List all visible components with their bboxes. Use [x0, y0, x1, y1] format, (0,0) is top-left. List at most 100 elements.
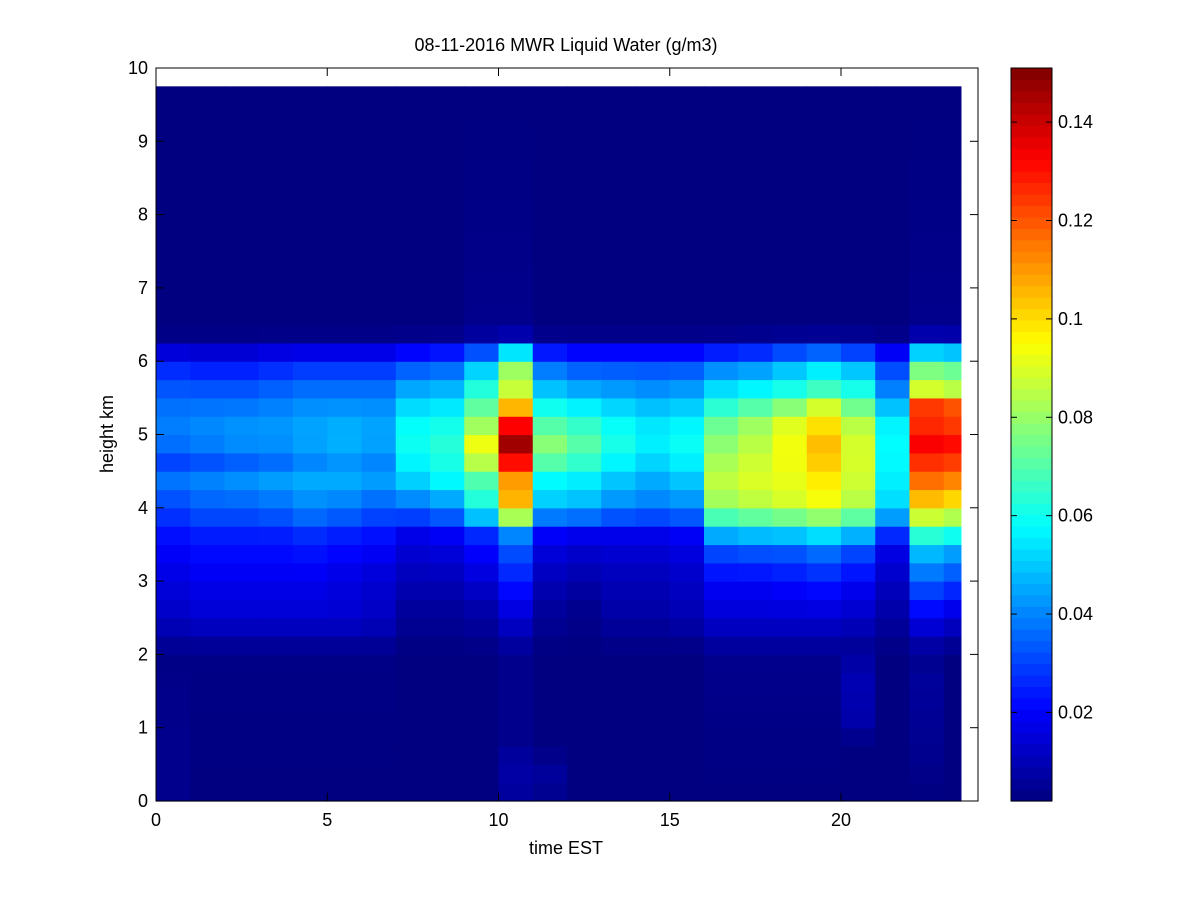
heatmap-cell: [190, 672, 226, 692]
heatmap-cell: [293, 86, 328, 106]
heatmap-cell: [258, 434, 294, 454]
heatmap-cell: [704, 471, 739, 491]
heatmap-cell: [293, 691, 328, 710]
heatmap-cell: [738, 269, 774, 289]
heatmap-cell: [669, 709, 705, 729]
colorbar-band: [1011, 468, 1052, 481]
heatmap-cell: [875, 397, 911, 417]
heatmap-cell: [772, 526, 808, 546]
heatmap-cell: [361, 562, 397, 582]
heatmap-cell: [635, 636, 671, 655]
heatmap-cell: [635, 489, 671, 509]
heatmap-cell: [532, 159, 568, 179]
heatmap-cell: [498, 361, 534, 381]
heatmap-cell: [498, 544, 534, 564]
heatmap-cell: [258, 324, 294, 344]
heatmap-cell: [190, 691, 226, 710]
colorbar-band: [1011, 732, 1052, 745]
heatmap-cell: [498, 654, 534, 674]
heatmap-cell: [327, 342, 363, 362]
heatmap-cell: [669, 782, 705, 802]
heatmap-cell: [909, 159, 945, 179]
heatmap-cell: [943, 379, 962, 399]
heatmap-cell: [190, 287, 226, 307]
heatmap-cell: [909, 764, 945, 784]
heatmap-cell: [841, 581, 876, 601]
heatmap-cell: [430, 232, 465, 252]
heatmap-cell: [738, 141, 774, 161]
heatmap-cell: [601, 599, 637, 619]
heatmap-cell: [943, 324, 962, 344]
heatmap-cell: [841, 599, 876, 619]
heatmap-cell: [327, 471, 363, 491]
colorbar-tick-label: 0.02: [1058, 702, 1093, 722]
heatmap-cell: [669, 599, 705, 619]
heatmap-cell: [806, 746, 842, 765]
heatmap-cell: [772, 434, 808, 454]
heatmap-cell: [806, 287, 842, 307]
heatmap-cell: [532, 86, 568, 106]
heatmap-cell: [293, 342, 328, 362]
heatmap-cell: [567, 471, 602, 491]
heatmap-cell: [875, 342, 911, 362]
colorbar-ticks: 0.02 0.04 0.06 0.08 0.1 0.12 0.14: [1011, 112, 1093, 722]
heatmap-cell: [841, 324, 876, 344]
heatmap-cell: [669, 361, 705, 381]
heatmap-cell: [430, 489, 465, 509]
heatmap-cell: [498, 562, 534, 582]
heatmap-cell: [532, 196, 568, 216]
heatmap-cell: [464, 654, 500, 674]
heatmap-cell: [943, 691, 962, 710]
heatmap-cell: [841, 342, 876, 362]
heatmap-cell: [430, 562, 465, 582]
heatmap-cell: [909, 306, 945, 326]
heatmap-cell: [875, 324, 911, 344]
heatmap-cell: [875, 636, 911, 655]
colorbar-band: [1011, 766, 1052, 779]
heatmap-cell: [772, 214, 808, 234]
heatmap-cell: [224, 361, 260, 381]
heatmap-cell: [361, 306, 397, 326]
heatmap-cell: [430, 122, 465, 142]
heatmap-cell: [464, 452, 500, 472]
heatmap-cell: [841, 617, 876, 637]
heatmap-cell: [601, 361, 637, 381]
heatmap-cell: [669, 691, 705, 710]
heatmap-cell: [293, 434, 328, 454]
heatmap-cell: [909, 617, 945, 637]
heatmap-cell: [156, 746, 191, 765]
heatmap-cell: [395, 416, 431, 436]
heatmap-cell: [361, 159, 397, 179]
heatmap-cell: [738, 727, 774, 747]
heatmap-cell: [772, 177, 808, 197]
heatmap-cell: [327, 416, 363, 436]
heatmap-cell: [327, 361, 363, 381]
heatmap-cell: [395, 544, 431, 564]
heatmap-cell: [464, 269, 500, 289]
colorbar-band: [1011, 571, 1052, 584]
heatmap-cell: [395, 672, 431, 692]
heatmap-cell: [943, 782, 962, 802]
heatmap-cell: [361, 654, 397, 674]
heatmap-cell: [532, 324, 568, 344]
x-tick-label: 20: [831, 810, 851, 830]
heatmap-cell: [772, 122, 808, 142]
y-tick-label: 2: [138, 644, 148, 664]
heatmap-cell: [395, 507, 431, 527]
heatmap-cell: [601, 709, 637, 729]
heatmap-cell: [395, 709, 431, 729]
chart-title: 08-11-2016 MWR Liquid Water (g/m3): [414, 35, 717, 55]
heatmap-cell: [943, 141, 962, 161]
heatmap-cell: [909, 397, 945, 417]
heatmap-cell: [258, 581, 294, 601]
colorbar-band: [1011, 789, 1052, 802]
heatmap-cell: [464, 379, 500, 399]
heatmap-cell: [361, 232, 397, 252]
heatmap-cell: [567, 397, 602, 417]
heatmap-cell: [293, 159, 328, 179]
heatmap-cell: [669, 489, 705, 509]
heatmap-cell: [841, 709, 876, 729]
heatmap-cell: [943, 746, 962, 765]
heatmap-cell: [669, 672, 705, 692]
heatmap-cell: [327, 544, 363, 564]
